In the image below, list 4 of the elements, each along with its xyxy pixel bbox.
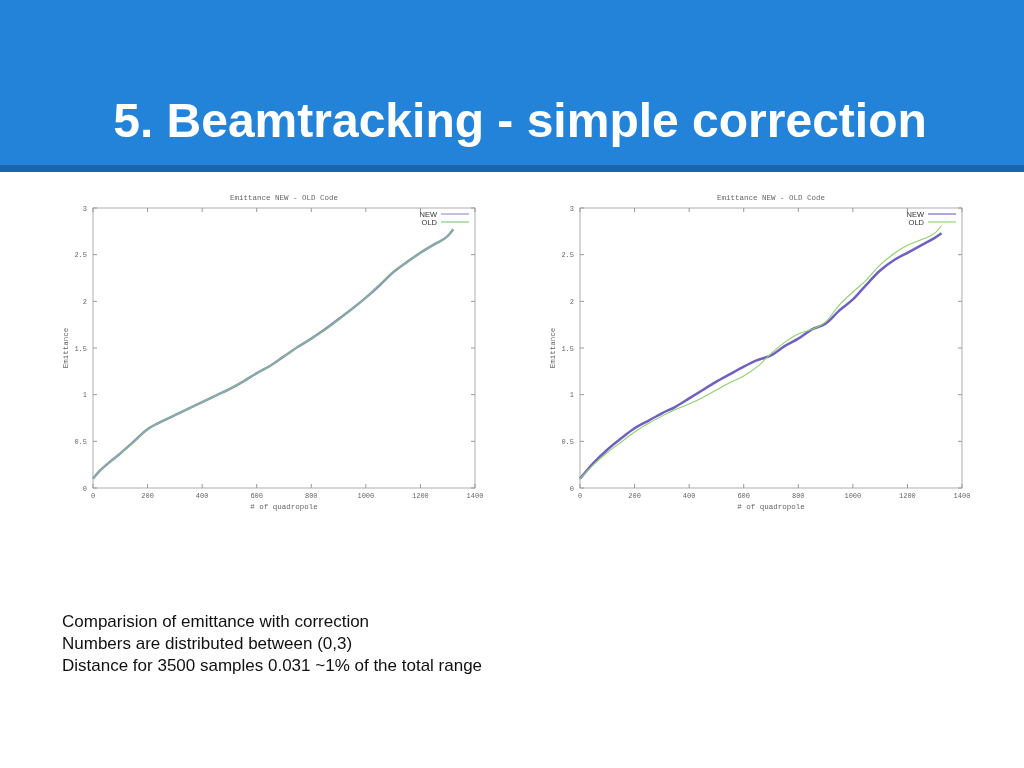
text: Comparision of emittance with correction — [62, 612, 370, 631]
text: Numbers are distributed between (0,3) — [62, 634, 353, 653]
text: 5. Beamtracking - simple correction — [113, 94, 927, 147]
text: Distance for 3500 samples 0.031 ~1% of the total range — [62, 656, 483, 675]
